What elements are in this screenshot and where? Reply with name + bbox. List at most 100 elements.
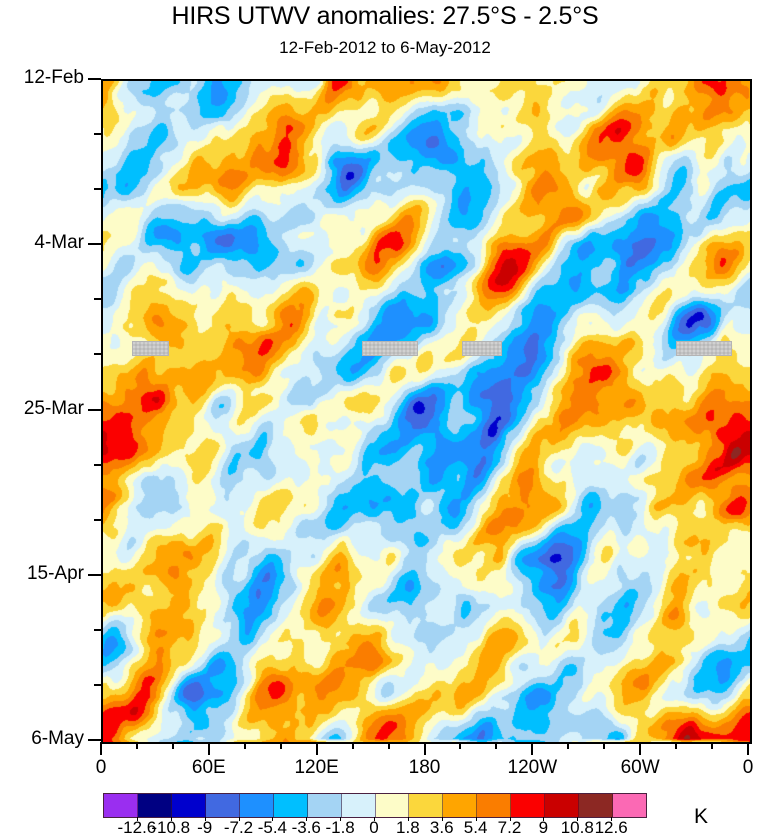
y-axis-minor-tick <box>94 463 101 466</box>
colorbar-swatch-purple <box>104 794 138 817</box>
colorbar-swatch-brick <box>579 794 614 817</box>
colorbar-tick-label: 9 <box>538 818 549 837</box>
x-axis-minor-tick <box>459 742 462 749</box>
colorbar-tick-label: -1.8 <box>325 818 355 837</box>
y-axis-major-tick <box>88 243 101 246</box>
missing-data-block <box>462 340 502 357</box>
y-axis-major-tick <box>88 573 101 576</box>
colorbar-tick <box>238 817 240 821</box>
x-axis-minor-tick <box>495 742 498 749</box>
colorbar-tick-label: 3.6 <box>429 818 454 837</box>
y-axis-minor-tick <box>94 298 101 301</box>
colorbar-tick-label: 1.8 <box>396 818 420 837</box>
colorbar-tick-label: -3.6 <box>291 818 321 837</box>
x-axis-tick-label: 0 <box>95 757 107 778</box>
colorbar-tick <box>509 817 511 821</box>
colorbar-unit-label: K <box>694 805 709 828</box>
x-axis-minor-tick <box>279 742 282 749</box>
colorbar-tick-label: 12.6 <box>594 818 628 837</box>
colorbar-tick <box>136 817 138 821</box>
anomaly-contour-field <box>103 81 750 742</box>
x-axis-major-tick <box>207 742 210 755</box>
x-axis-tick-label: 60E <box>191 757 226 778</box>
colorbar-swatch-deep-sky-blue <box>273 794 308 817</box>
missing-data-block <box>131 340 170 357</box>
x-axis-tick-label: 0 <box>742 757 754 778</box>
colorbar-tick <box>306 817 308 821</box>
y-axis-minor-tick <box>94 188 101 191</box>
colorbar-tick <box>340 817 342 821</box>
colorbar-swatch-navy <box>137 794 172 817</box>
y-axis-major-tick <box>88 78 101 80</box>
colorbar-swatch-red <box>511 794 546 817</box>
colorbar-tick-label: -10.8 <box>151 818 191 837</box>
colorbar-tick <box>374 817 375 821</box>
colorbar-swatch-orange <box>443 794 478 817</box>
x-axis-minor-tick <box>387 742 390 749</box>
x-axis-major-tick <box>639 742 642 755</box>
y-axis-tick-label: 25-Mar <box>23 397 84 419</box>
colorbar <box>103 793 647 818</box>
colorbar-tick-label: 7.2 <box>497 818 522 837</box>
x-axis-major-tick <box>100 742 102 755</box>
colorbar-tick <box>272 817 274 821</box>
colorbar-swatch-light-blue <box>307 794 342 817</box>
x-axis-minor-tick <box>603 742 606 749</box>
colorbar-swatch-dodger-blue <box>239 794 274 817</box>
colorbar-tick-label: 0 <box>369 818 379 837</box>
y-axis-tick-label: 6-May <box>31 728 84 749</box>
colorbar-tick <box>204 817 206 821</box>
x-axis-major-tick <box>747 742 749 755</box>
x-axis-tick-label: 120W <box>507 757 558 778</box>
colorbar-tick <box>407 817 409 821</box>
y-axis-tick-label: 4-Mar <box>34 232 84 254</box>
page-title: HIRS UTWV anomalies: 27.5°S - 2.5°S <box>171 2 599 30</box>
colorbar-tick <box>170 817 172 821</box>
missing-data-block <box>676 340 733 357</box>
x-axis-minor-tick <box>711 742 714 749</box>
colorbar-tick-label: 5.4 <box>463 818 488 837</box>
colorbar-swatch-dark-red <box>545 794 580 817</box>
colorbar-tick <box>611 817 613 821</box>
x-axis-minor-tick <box>675 742 678 749</box>
hovmoller-plot <box>101 79 752 744</box>
x-axis-major-tick <box>315 742 318 755</box>
x-axis-minor-tick <box>135 742 138 749</box>
colorbar-swatch-yellow <box>409 794 444 817</box>
y-axis-tick-label: 15-Apr <box>26 562 84 584</box>
colorbar-swatch-pale-yellow <box>375 794 410 817</box>
colorbar-tick-label: -12.6 <box>117 818 157 837</box>
colorbar-tick-label: -7.2 <box>223 818 254 837</box>
x-axis-major-tick <box>531 742 534 755</box>
page-subtitle: 12-Feb-2012 to 6-May-2012 <box>279 38 491 57</box>
colorbar-tick <box>543 817 545 821</box>
y-axis-tick-label: 12-Feb <box>23 67 84 88</box>
colorbar-tick-label: -5.4 <box>257 818 288 837</box>
colorbar-tick <box>577 817 579 821</box>
colorbar-tick-label: 10.8 <box>560 818 594 837</box>
x-axis-minor-tick <box>567 742 570 749</box>
colorbar-tick <box>475 817 477 821</box>
y-axis-minor-tick <box>94 133 101 136</box>
x-axis-tick-label: 60W <box>620 757 660 778</box>
x-axis-tick-label: 180 <box>408 757 441 778</box>
colorbar-swatch-dark-orange <box>477 794 512 817</box>
y-axis-minor-tick <box>94 518 101 521</box>
x-axis-minor-tick <box>171 742 174 749</box>
missing-data-block <box>361 340 418 357</box>
x-axis-tick-label: 120E <box>294 757 339 778</box>
y-axis-minor-tick <box>94 683 101 686</box>
y-axis-major-tick <box>88 408 101 411</box>
colorbar-swatch-blue <box>171 794 206 817</box>
x-axis-minor-tick <box>351 742 354 749</box>
y-axis-major-tick <box>88 739 101 741</box>
colorbar-tick <box>441 817 443 821</box>
colorbar-tick-label: -9 <box>197 818 213 837</box>
colorbar-swatch-royal-blue <box>205 794 240 817</box>
colorbar-swatch-pale-cyan <box>341 794 376 817</box>
colorbar-swatch-pink <box>613 794 646 817</box>
y-axis-minor-tick <box>94 353 101 356</box>
x-axis-major-tick <box>423 742 426 755</box>
x-axis-minor-tick <box>243 742 246 749</box>
y-axis-minor-tick <box>94 628 101 631</box>
